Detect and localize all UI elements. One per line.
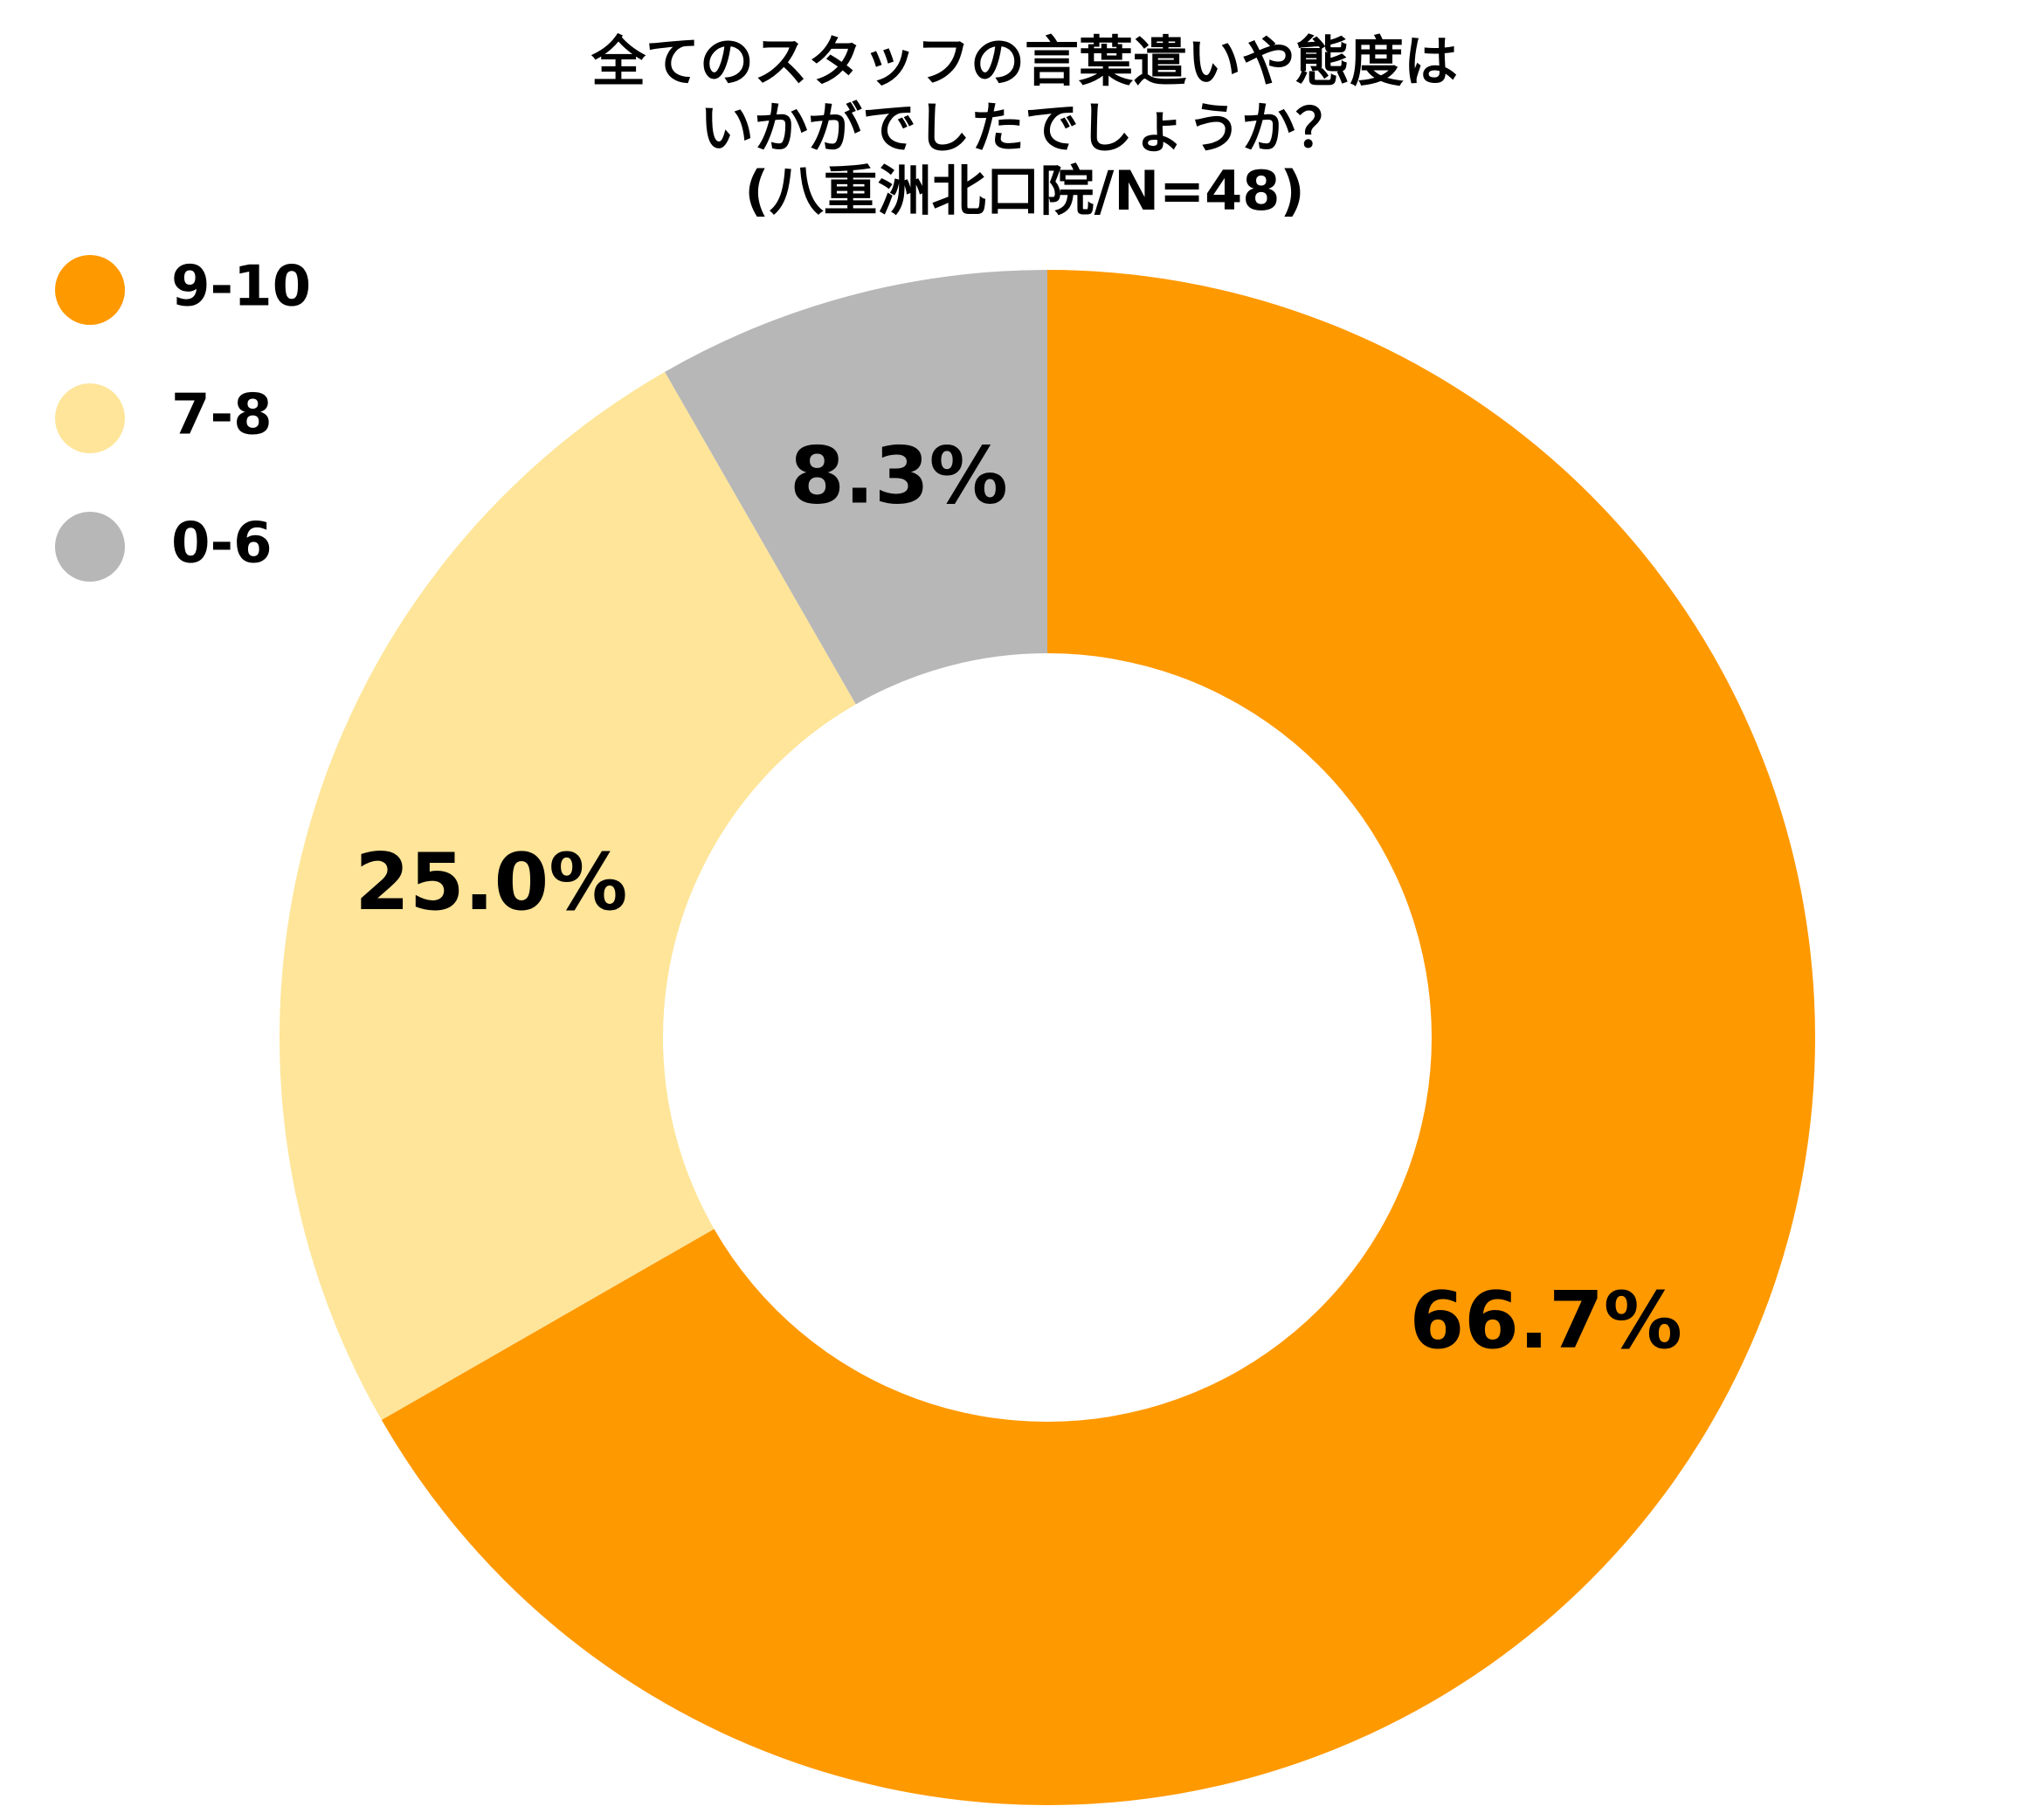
data-label: 8.3% — [790, 431, 1008, 522]
donut-slice — [280, 371, 856, 1420]
legend-label: 9-10 — [171, 255, 311, 320]
legend-marker — [55, 383, 125, 453]
legend-label: 0-6 — [171, 512, 273, 576]
chart-title: 全てのスタッフの言葉遣いや態度は — [590, 30, 1458, 93]
legend-label: 7-8 — [171, 383, 273, 448]
legend-marker — [55, 512, 125, 582]
legend-marker — [55, 255, 125, 325]
chart-title: (八重洲北口院/N=48) — [744, 159, 1304, 223]
donut-slice — [665, 270, 1047, 705]
donut-slice — [381, 270, 1815, 1805]
data-label: 25.0% — [355, 837, 627, 928]
chart-title: いかがでしたでしょうか？ — [700, 96, 1350, 160]
data-label: 66.7% — [1410, 1275, 1682, 1367]
